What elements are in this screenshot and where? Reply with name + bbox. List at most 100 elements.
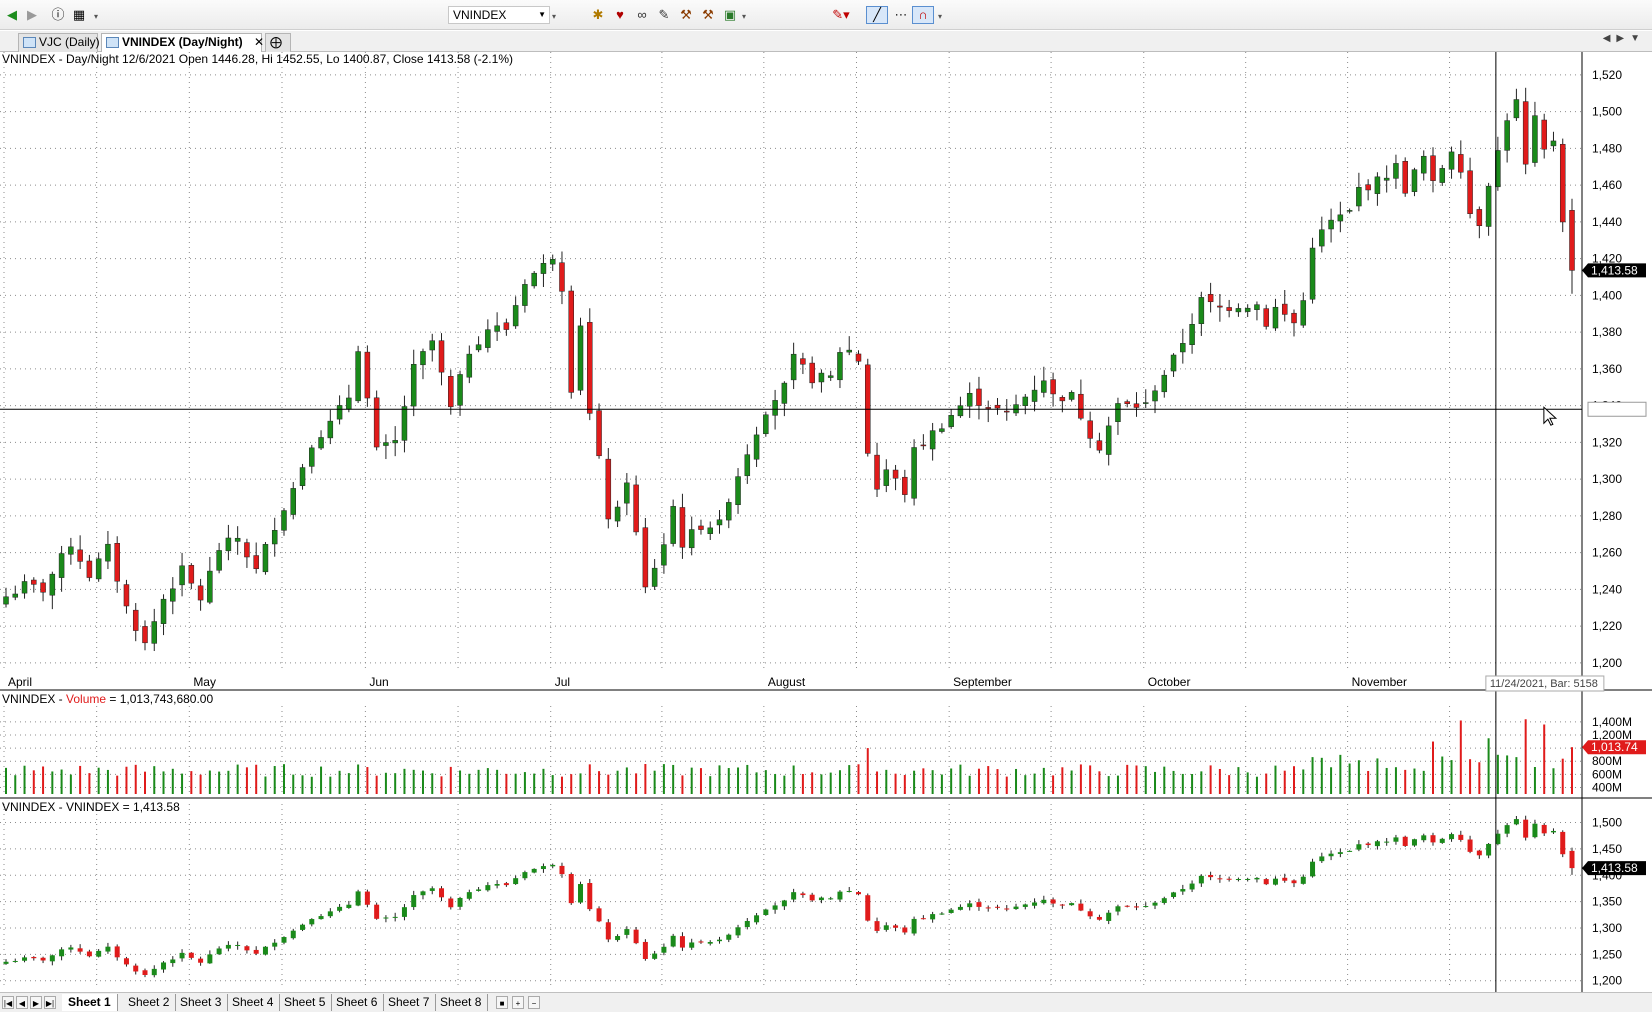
candle-body	[411, 895, 417, 908]
add-sheet-icon[interactable]: +	[512, 996, 524, 1009]
candle-body	[12, 960, 18, 962]
candle-body	[225, 537, 232, 552]
price-tick-label: 1,260	[1592, 546, 1622, 560]
chevron-down-icon[interactable]: ▼	[538, 10, 546, 19]
remove-sheet-icon[interactable]: −	[528, 996, 540, 1009]
tool-icon[interactable]: ♥	[616, 7, 624, 22]
candle-body	[58, 553, 65, 578]
sheet-tab-5[interactable]: Sheet 5	[278, 994, 333, 1011]
chevron-left-icon[interactable]: ◀	[1602, 33, 1617, 44]
chart-area[interactable]: 1,2001,2201,2401,2601,2801,3001,3201,340…	[0, 52, 1652, 992]
sheet-tab-4[interactable]: Sheet 4	[226, 994, 281, 1011]
candle-body	[1217, 305, 1223, 308]
candle-body	[828, 898, 834, 900]
candle-body	[1439, 168, 1446, 183]
candle-body	[161, 962, 167, 970]
sheet-tab-1[interactable]: Sheet 1	[62, 994, 118, 1011]
candle-body	[290, 930, 296, 939]
candle-body	[142, 970, 148, 975]
sheet-tab-7[interactable]: Sheet 7	[382, 994, 437, 1011]
symbol-input[interactable]: VNINDEX ▼	[448, 6, 550, 24]
tool-icon[interactable]: ✱	[592, 7, 604, 22]
candle-body	[855, 353, 862, 362]
info-icon[interactable]: ⓘ	[51, 7, 65, 22]
toolbar-grip[interactable]: ▾	[938, 12, 943, 21]
candle-body	[1152, 390, 1158, 402]
dotted-line-icon[interactable]: ⋯	[894, 7, 908, 22]
tool-icon[interactable]: ▣	[723, 7, 737, 22]
candle-body	[355, 891, 361, 906]
volume-tick-label: 800M	[1592, 754, 1622, 768]
pen-color-icon[interactable]: ✎▾	[832, 7, 850, 22]
sheet-tab-3[interactable]: Sheet 3	[174, 994, 229, 1011]
last-sheet-icon[interactable]: ▶|	[44, 996, 56, 1009]
magnet-icon[interactable]: ∩	[912, 6, 934, 24]
tab-vjc-daily[interactable]: VJC (Daily)	[18, 33, 100, 52]
tool-icon[interactable]: ∞	[637, 7, 647, 22]
candle-body	[1050, 899, 1056, 904]
lock-icon[interactable]: ■	[496, 996, 508, 1009]
candle-body	[95, 558, 102, 580]
price-tick-label: 1,520	[1592, 68, 1622, 82]
first-sheet-icon[interactable]: |◀	[2, 996, 14, 1009]
calendar-icon[interactable]: ▦	[72, 7, 86, 22]
candle-body	[1272, 878, 1278, 885]
candle-body	[976, 388, 982, 406]
candle-body	[374, 904, 380, 919]
new-tab-button[interactable]: ⨁	[265, 33, 291, 52]
candle-body	[679, 936, 685, 948]
price-tick-label: 1,320	[1592, 435, 1622, 449]
sheet-tab-6[interactable]: Sheet 6	[330, 994, 385, 1011]
volume-tick-label: 1,200M	[1592, 728, 1632, 742]
candle-body	[86, 951, 92, 957]
candle-body	[170, 588, 176, 602]
tab-navigation[interactable]: ◀▶▼	[1603, 33, 1646, 44]
tool-icon[interactable]: ⚒	[680, 7, 692, 22]
candle-body	[772, 400, 778, 416]
candle-body	[1513, 99, 1520, 119]
main-chart-title: VNINDEX - Day/Night 12/6/2021 Open 1446.…	[2, 52, 513, 66]
candle-body	[1365, 843, 1371, 846]
candle-body	[281, 510, 287, 531]
chevron-down-icon[interactable]: ▼	[1630, 33, 1646, 44]
candle-body	[1115, 403, 1121, 422]
tool-icon[interactable]: ⚒	[702, 7, 714, 22]
toolbar-grip[interactable]: ▾	[94, 12, 99, 21]
tab-vnindex-day-night[interactable]: VNINDEX (Day/Night) ✕	[101, 33, 265, 52]
candle-body	[559, 865, 565, 875]
candle-body	[1523, 819, 1529, 838]
forward-icon[interactable]: ▶	[27, 7, 37, 22]
candle-body	[1180, 889, 1186, 892]
candle-body	[716, 519, 723, 526]
candle-body	[679, 507, 686, 548]
candle-body	[132, 609, 139, 631]
sheet-tab-2[interactable]: Sheet 2	[122, 994, 177, 1011]
candle-body	[1384, 841, 1390, 843]
volume-tick-label: 400M	[1592, 780, 1622, 794]
sheet-bar: |◀ ◀ ▶ ▶| Sheet 1 Sheet 2 Sheet 3 Sheet …	[0, 992, 1652, 1012]
candle-body	[1532, 823, 1538, 838]
prev-sheet-icon[interactable]: ◀	[16, 996, 28, 1009]
last-price-label: 1,413.58	[1591, 263, 1638, 277]
draw-line-icon[interactable]: ╱	[866, 6, 888, 24]
toolbar-grip[interactable]: ▾	[742, 12, 747, 21]
back-icon[interactable]: ◀	[7, 7, 17, 22]
tool-icon[interactable]: ✎	[658, 7, 670, 22]
sheet-tab-8[interactable]: Sheet 8	[434, 994, 489, 1011]
candle-body	[3, 596, 9, 605]
candle-body	[346, 397, 352, 410]
next-sheet-icon[interactable]: ▶	[30, 996, 42, 1009]
month-label: April	[8, 675, 32, 689]
candle-body	[1476, 850, 1482, 856]
chevron-right-icon[interactable]: ▶	[1616, 33, 1631, 44]
candle-body	[1439, 838, 1445, 843]
candle-body	[503, 883, 509, 886]
close-icon[interactable]: ✕	[254, 35, 265, 49]
candle-body	[1374, 176, 1381, 194]
candle-body	[401, 406, 408, 441]
crosshair-tooltip: 11/24/2021, Bar: 5158	[1490, 678, 1598, 690]
candle-body	[920, 444, 927, 447]
toolbar-grip[interactable]: ▾	[552, 12, 557, 21]
candle-body	[299, 467, 306, 486]
candle-body	[429, 340, 435, 351]
